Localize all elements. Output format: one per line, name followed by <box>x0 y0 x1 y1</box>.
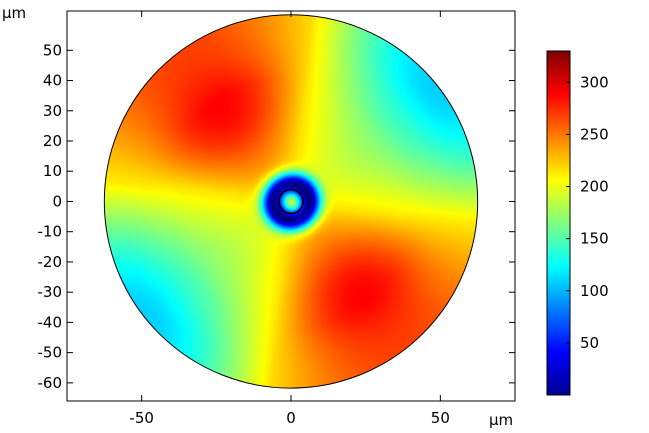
y-axis: 50 40 30 20 10 0 -10 -20 -30 -40 -50 -60 <box>38 41 515 392</box>
colorbar-tick-label: 50 <box>580 334 599 352</box>
colorbar-ticks: 300 250 200 150 100 50 <box>566 73 609 352</box>
y-tick-label: 30 <box>43 102 62 120</box>
y-tick-label: 40 <box>43 72 62 90</box>
y-tick-label: -60 <box>38 374 63 392</box>
colorbar-tick-label: 100 <box>580 282 609 300</box>
y-tick-label: 20 <box>43 132 62 150</box>
colorbar-tick-label: 250 <box>580 125 609 143</box>
x-tick-label: -50 <box>129 409 154 427</box>
field-layer <box>104 14 478 389</box>
colorbar-tick-label: 150 <box>580 230 609 248</box>
x-tick-label: 0 <box>286 409 296 427</box>
y-tick-label: -40 <box>38 313 63 331</box>
y-tick-label: -30 <box>38 283 63 301</box>
colorbar <box>546 50 571 396</box>
y-axis-label: μm <box>2 4 26 22</box>
y-tick-label: 50 <box>43 41 62 59</box>
field-image <box>104 14 478 389</box>
x-tick-label: 50 <box>431 409 450 427</box>
y-tick-label: 0 <box>52 192 62 210</box>
x-axis: -50 0 50 <box>129 11 450 427</box>
y-tick-label: -20 <box>38 253 63 271</box>
inner-hole <box>278 188 304 215</box>
x-axis-label: μm <box>489 411 513 429</box>
y-tick-label: -50 <box>38 344 63 362</box>
colorbar-tick-label: 300 <box>580 73 609 91</box>
y-tick-label: 10 <box>43 162 62 180</box>
colorbar-tick-label: 200 <box>580 178 609 196</box>
y-tick-label: -10 <box>38 223 63 241</box>
